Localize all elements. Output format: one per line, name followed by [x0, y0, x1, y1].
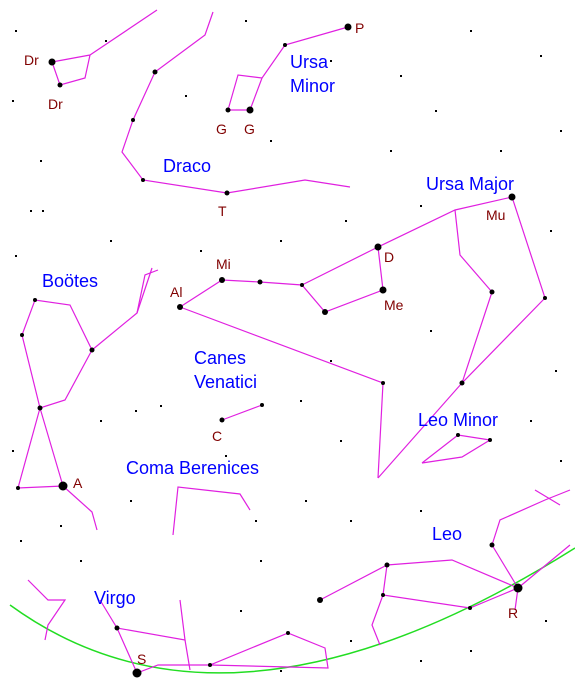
star-label: P — [355, 20, 364, 36]
constellation-name: Virgo — [94, 588, 136, 608]
constellation-name: Canes — [194, 348, 246, 368]
star-label: D — [384, 249, 394, 265]
constellation-name: Minor — [290, 76, 335, 96]
star-label: Me — [384, 297, 404, 313]
star-label: Mi — [216, 256, 231, 272]
star-label: G — [244, 121, 255, 137]
horizon — [9, 547, 575, 674]
stars — [12, 20, 562, 678]
constellation-name: Coma Berenices — [126, 458, 259, 478]
star-label: R — [508, 605, 518, 621]
star-label: T — [218, 203, 227, 219]
star-label: G — [216, 121, 227, 137]
star-label: Dr — [48, 96, 63, 112]
constellation-name: Draco — [163, 156, 211, 176]
constellation-name: Leo — [432, 524, 462, 544]
star-label: A — [73, 475, 83, 491]
star-label: Al — [170, 284, 182, 300]
star-label: S — [137, 651, 146, 667]
constellation-name: Ursa — [290, 52, 329, 72]
constellation-name: Leo Minor — [418, 410, 498, 430]
star-label: Mu — [486, 207, 505, 223]
constellation-name: Ursa Major — [426, 174, 514, 194]
constellation-name: Venatici — [194, 372, 257, 392]
constellation-name: Boötes — [42, 271, 98, 291]
star-label: C — [212, 428, 222, 444]
star-label: Dr — [24, 52, 39, 68]
